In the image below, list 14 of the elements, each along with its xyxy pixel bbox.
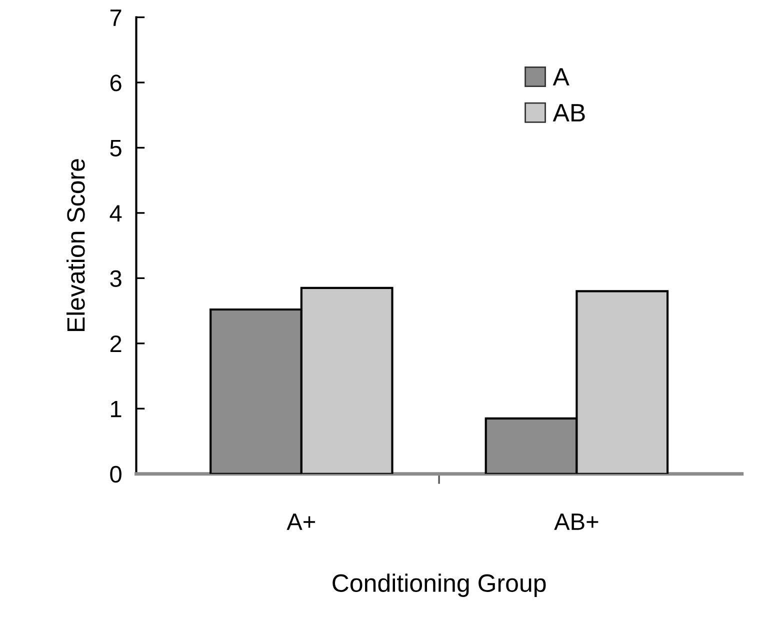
x-tick-label: A+ xyxy=(286,514,316,530)
x-tick-label: AB+ xyxy=(554,514,598,530)
y-tick-label: 4 xyxy=(110,205,122,222)
y-tick-label: 6 xyxy=(110,74,122,92)
legend-label: A xyxy=(552,68,570,86)
y-tick-label: 7 xyxy=(110,10,122,26)
y-tick-label: 3 xyxy=(110,270,122,287)
x-axis-title: Conditioning Group xyxy=(332,574,546,597)
y-tick-label: 5 xyxy=(110,140,122,157)
y-tick-label: 0 xyxy=(110,466,122,483)
y-tick-label: 1 xyxy=(111,400,122,418)
legend-label: AB xyxy=(552,104,585,122)
y-tick-label: 2 xyxy=(110,335,122,352)
y-axis-title: Elevation Score xyxy=(66,159,85,332)
